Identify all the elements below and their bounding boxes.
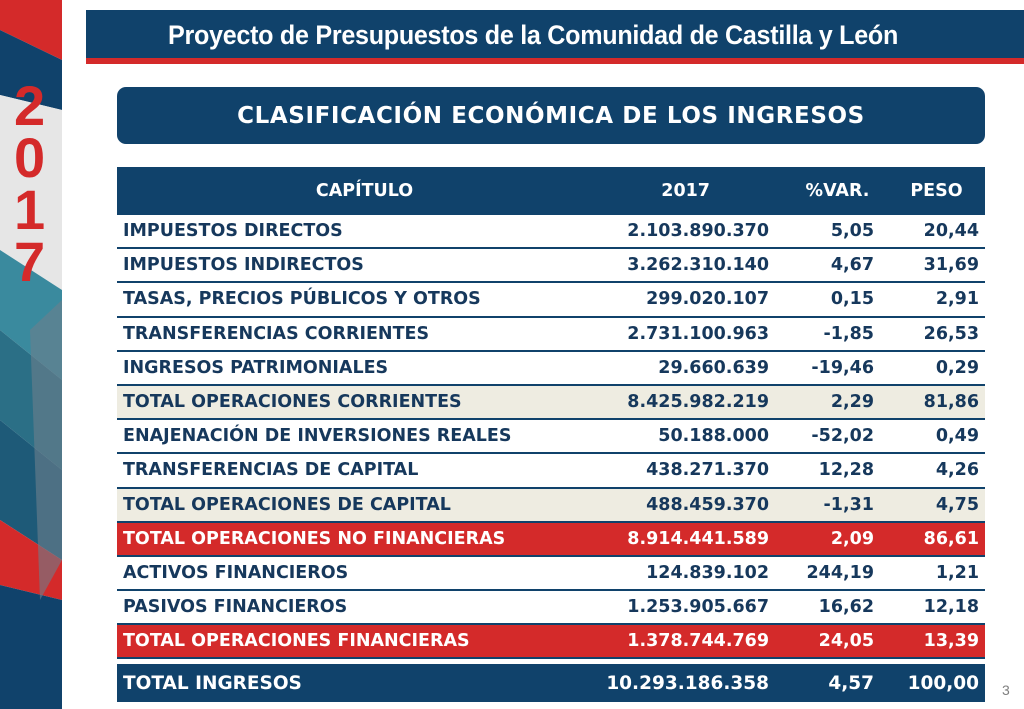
table-row: TRANSFERENCIAS CORRIENTES 2.731.100.963 … (117, 316, 985, 352)
highlight-total-row: TOTAL OPERACIONES FINANCIERAS 1.378.744.… (117, 624, 985, 660)
side-decoration: 2 0 1 7 (0, 0, 62, 709)
row-peso: 1,21 (880, 555, 985, 592)
row-var: 244,19 (775, 555, 880, 592)
row-var: 16,62 (775, 590, 880, 626)
row-amount: 50.188.000 (582, 419, 775, 455)
row-label: TOTAL OPERACIONES CORRIENTES (117, 384, 582, 421)
row-label: TRANSFERENCIAS DE CAPITAL (117, 453, 582, 489)
row-var: 12,28 (775, 453, 880, 489)
header-underline (86, 58, 1024, 64)
row-label: INGRESOS PATRIMONIALES (117, 350, 582, 386)
row-peso: 26,53 (880, 316, 985, 352)
row-label: PASIVOS FINANCIEROS (117, 590, 582, 626)
row-label: TOTAL OPERACIONES DE CAPITAL (117, 487, 582, 523)
row-peso: 4,26 (880, 453, 985, 489)
row-amount: 10.293.186.358 (582, 664, 775, 703)
header-capitulo: CAPÍTULO (117, 167, 582, 215)
section-title: CLASIFICACIÓN ECONÓMICA DE LOS INGRESOS (117, 87, 985, 144)
year-digit: 7 (14, 230, 45, 293)
header-banner (86, 10, 1024, 58)
subtotal-row: TOTAL OPERACIONES DE CAPITAL 488.459.370… (117, 487, 985, 523)
row-peso: 0,49 (880, 419, 985, 455)
year-digit: 2 (14, 74, 45, 137)
page-number: 3 (1002, 682, 1010, 698)
row-peso: 100,00 (880, 664, 985, 703)
row-peso: 13,39 (880, 624, 985, 660)
row-label: TOTAL OPERACIONES NO FINANCIERAS (117, 521, 582, 557)
table-header-row: CAPÍTULO 2017 %VAR. PESO (117, 167, 985, 215)
row-amount: 2.731.100.963 (582, 316, 775, 352)
row-peso: 20,44 (880, 215, 985, 250)
row-spacer (117, 658, 985, 665)
row-amount: 124.839.102 (582, 555, 775, 592)
row-amount: 1.253.905.667 (582, 590, 775, 626)
row-peso: 0,29 (880, 350, 985, 386)
income-table: CAPÍTULO 2017 %VAR. PESO IMPUESTOS DIREC… (117, 167, 985, 703)
row-peso: 2,91 (880, 282, 985, 318)
header-2017: 2017 (582, 167, 775, 215)
table-row: PASIVOS FINANCIEROS 1.253.905.667 16,62 … (117, 590, 985, 626)
row-var: -1,85 (775, 316, 880, 352)
row-amount: 8.425.982.219 (582, 384, 775, 421)
row-label: TRANSFERENCIAS CORRIENTES (117, 316, 582, 352)
table-row: INGRESOS PATRIMONIALES 29.660.639 -19,46… (117, 350, 985, 386)
row-peso: 86,61 (880, 521, 985, 557)
row-peso: 4,75 (880, 487, 985, 523)
row-var: 4,67 (775, 248, 880, 284)
row-label: TASAS, PRECIOS PÚBLICOS Y OTROS (117, 282, 582, 318)
row-label: TOTAL INGRESOS (117, 664, 582, 703)
table-row: IMPUESTOS DIRECTOS 2.103.890.370 5,05 20… (117, 215, 985, 250)
table-row: ACTIVOS FINANCIEROS 124.839.102 244,19 1… (117, 555, 985, 592)
row-var: -52,02 (775, 419, 880, 455)
row-label: IMPUESTOS INDIRECTOS (117, 248, 582, 284)
row-peso: 12,18 (880, 590, 985, 626)
subtotal-row: TOTAL OPERACIONES CORRIENTES 8.425.982.2… (117, 384, 985, 421)
row-var: 4,57 (775, 664, 880, 703)
row-var: -1,31 (775, 487, 880, 523)
row-amount: 438.271.370 (582, 453, 775, 489)
row-var: 24,05 (775, 624, 880, 660)
highlight-total-row: TOTAL OPERACIONES NO FINANCIERAS 8.914.4… (117, 521, 985, 557)
header-var: %VAR. (775, 167, 880, 215)
row-amount: 3.262.310.140 (582, 248, 775, 284)
row-amount: 299.020.107 (582, 282, 775, 318)
table-row: IMPUESTOS INDIRECTOS 3.262.310.140 4,67 … (117, 248, 985, 284)
row-label: ENAJENACIÓN DE INVERSIONES REALES (117, 419, 582, 455)
row-amount: 2.103.890.370 (582, 215, 775, 250)
grand-total-row: TOTAL INGRESOS 10.293.186.358 4,57 100,0… (117, 664, 985, 703)
header-peso: PESO (880, 167, 985, 215)
side-pattern: 2 0 1 7 (0, 0, 62, 709)
row-amount: 488.459.370 (582, 487, 775, 523)
row-peso: 81,86 (880, 384, 985, 421)
year-digit: 0 (14, 126, 45, 189)
row-label: TOTAL OPERACIONES FINANCIERAS (117, 624, 582, 660)
row-label: ACTIVOS FINANCIEROS (117, 555, 582, 592)
table-row: TRANSFERENCIAS DE CAPITAL 438.271.370 12… (117, 453, 985, 489)
header-title: Proyecto de Presupuestos de la Comunidad… (168, 20, 899, 50)
row-var: 5,05 (775, 215, 880, 250)
year-digit: 1 (14, 178, 45, 241)
table-row: ENAJENACIÓN DE INVERSIONES REALES 50.188… (117, 419, 985, 455)
row-var: 0,15 (775, 282, 880, 318)
row-peso: 31,69 (880, 248, 985, 284)
row-var: -19,46 (775, 350, 880, 386)
row-amount: 1.378.744.769 (582, 624, 775, 660)
row-amount: 8.914.441.589 (582, 521, 775, 557)
row-var: 2,29 (775, 384, 880, 421)
row-amount: 29.660.639 (582, 350, 775, 386)
row-label: IMPUESTOS DIRECTOS (117, 215, 582, 250)
table-row: TASAS, PRECIOS PÚBLICOS Y OTROS 299.020.… (117, 282, 985, 318)
row-var: 2,09 (775, 521, 880, 557)
